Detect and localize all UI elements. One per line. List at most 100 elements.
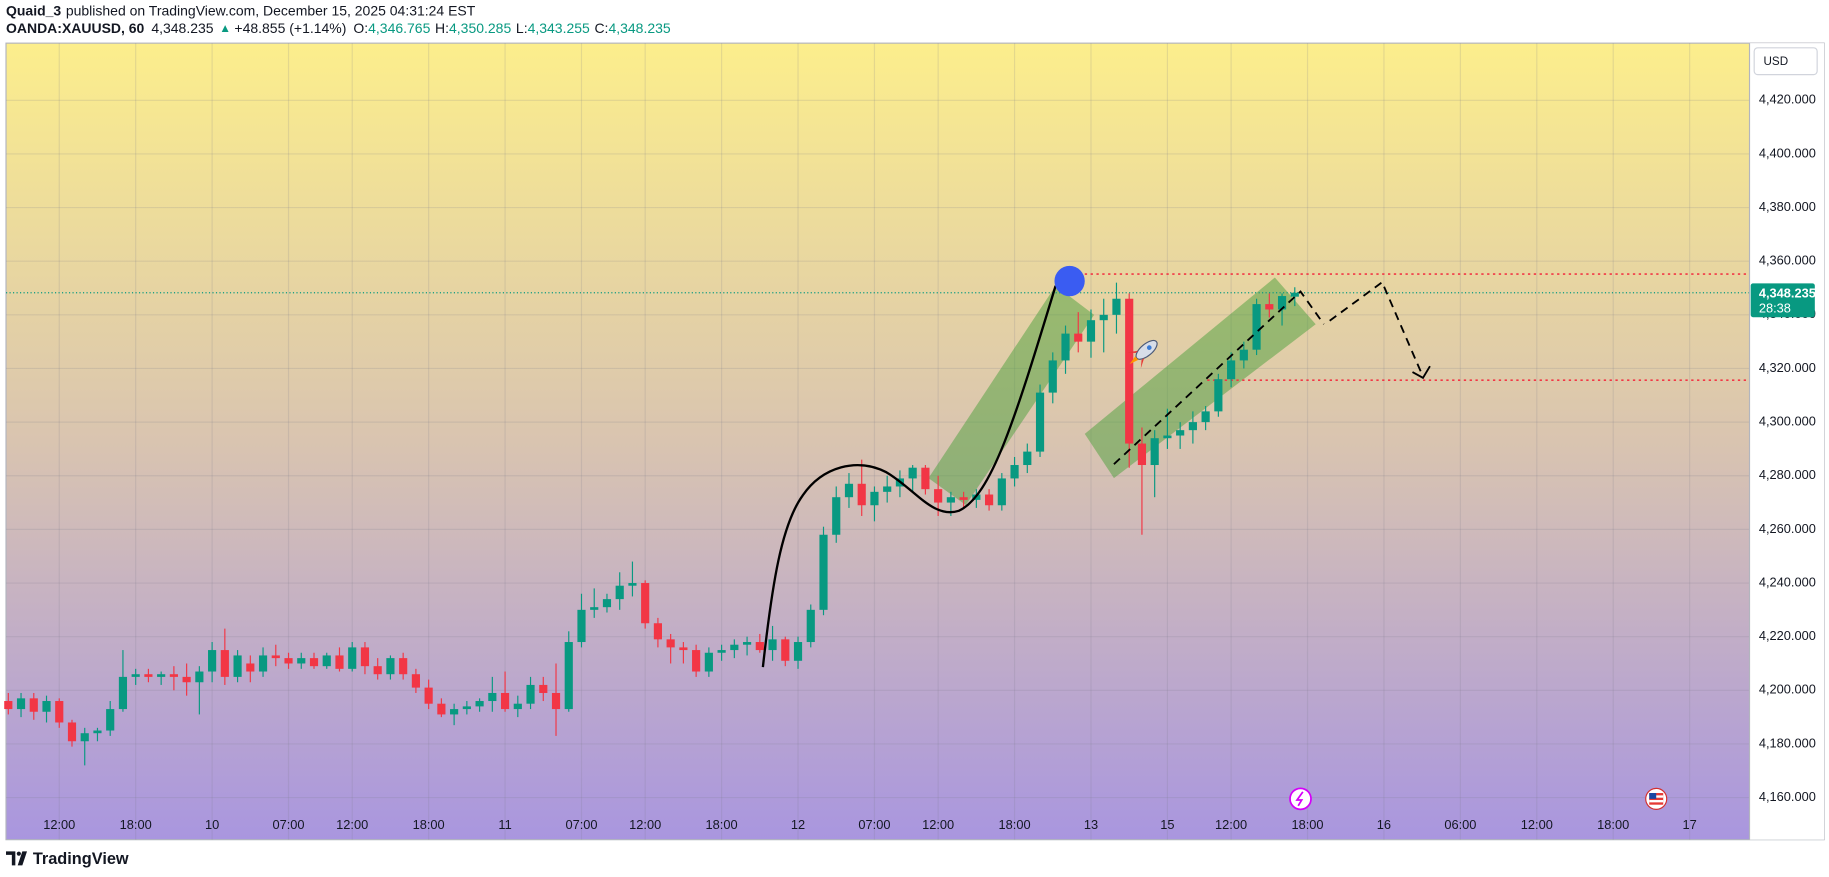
x-tick-label: 12:00 xyxy=(336,817,368,832)
brand: TradingView xyxy=(33,850,129,868)
x-tick-label: 18:00 xyxy=(1291,817,1323,832)
candle-body xyxy=(42,701,51,712)
y-tick-label: 4,180.000 xyxy=(1759,735,1816,750)
y-tick-label: 4,260.000 xyxy=(1759,521,1816,536)
candle-body xyxy=(666,639,675,648)
candle-body xyxy=(793,642,803,661)
candle-body xyxy=(1239,349,1248,361)
candle-body xyxy=(742,642,752,645)
x-tick-label: 16 xyxy=(1377,817,1391,832)
candle-body xyxy=(1252,304,1261,350)
candle-body xyxy=(908,467,917,479)
last-price-label: 4,348.235 xyxy=(1759,285,1816,300)
event-icon xyxy=(1289,787,1312,811)
legend-value: 4,348.235 xyxy=(608,20,670,36)
candle-body xyxy=(513,703,522,710)
y-tick-label: 4,420.000 xyxy=(1759,92,1816,107)
candle-body xyxy=(781,639,790,661)
candle-body xyxy=(1023,451,1032,466)
candle-body xyxy=(1265,304,1274,310)
y-tick-label: 4,220.000 xyxy=(1759,628,1816,643)
candle-body xyxy=(590,607,599,610)
candle-body xyxy=(1176,430,1185,436)
legend-value: 4,343.255 xyxy=(528,20,590,36)
candle-body xyxy=(1214,379,1223,412)
legend-value: 4,346.765 xyxy=(368,20,430,36)
candle-body xyxy=(169,674,178,677)
candle-body xyxy=(462,706,471,710)
marker-circle xyxy=(1054,265,1085,297)
y-tick-label: 4,160.000 xyxy=(1759,789,1816,804)
x-tick-label: 12:00 xyxy=(43,817,75,832)
candle-body xyxy=(233,655,242,677)
candle-body xyxy=(921,467,930,490)
y-tick-label: 4,400.000 xyxy=(1759,145,1816,160)
x-tick-label: 18:00 xyxy=(120,817,152,832)
candle-body xyxy=(679,647,688,651)
candle-body xyxy=(488,692,497,702)
candle-body xyxy=(373,666,382,675)
candle-body xyxy=(144,674,153,677)
candle-body xyxy=(1290,292,1299,297)
x-tick-label: 13 xyxy=(1084,817,1098,832)
candle-body xyxy=(717,650,726,653)
x-tick-label: 10 xyxy=(205,817,219,832)
y-tick-label: 4,380.000 xyxy=(1759,199,1816,214)
x-tick-label: 07:00 xyxy=(858,817,890,832)
candle-body xyxy=(322,655,331,667)
x-tick-label: 07:00 xyxy=(272,817,304,832)
y-tick-label: 4,360.000 xyxy=(1759,253,1816,268)
channel xyxy=(928,285,1095,505)
candle-body xyxy=(195,671,204,683)
candle-body xyxy=(258,655,268,672)
candle-body xyxy=(755,642,764,651)
brand-logo xyxy=(6,851,28,866)
candle-body xyxy=(67,722,77,742)
y-tick-label: 4,320.000 xyxy=(1759,360,1816,375)
candle-body xyxy=(157,674,166,677)
x-tick-label: 07:00 xyxy=(565,817,597,832)
event-icon xyxy=(1645,787,1668,810)
candle-body xyxy=(500,692,510,710)
author: Quaid_3 xyxy=(6,2,61,18)
candle-body xyxy=(1227,360,1236,380)
curve xyxy=(761,285,1057,668)
last-price-box xyxy=(1750,283,1815,318)
candle-body xyxy=(386,658,395,675)
candle-body xyxy=(883,486,892,492)
up-arrow: ▲ xyxy=(219,22,231,35)
candle-body xyxy=(16,698,26,710)
candle-body xyxy=(844,483,854,498)
x-tick-label: 12:00 xyxy=(1521,817,1553,832)
countdown: 28:38 xyxy=(1759,300,1791,315)
change: +48.855 (+1.14%) xyxy=(234,20,346,36)
candle-body xyxy=(819,534,828,610)
currency: USD xyxy=(1764,55,1789,68)
candle-body xyxy=(551,692,561,710)
candle-body xyxy=(934,489,943,503)
candle-body xyxy=(1061,333,1070,361)
candle-body xyxy=(628,583,637,586)
candle-body xyxy=(653,623,662,640)
candle-body xyxy=(1048,360,1057,393)
candle-body xyxy=(411,674,420,688)
legend-line: OANDA:XAUUSD, 60 4,348.235 ▲ +48.855 (+1.14… xyxy=(6,20,671,36)
candle-body xyxy=(1099,314,1108,321)
legend-name: C: xyxy=(594,20,608,36)
candle-body xyxy=(526,684,535,704)
candle-body xyxy=(399,658,408,675)
candle-body xyxy=(1201,411,1210,423)
published: published on TradingView.com, December 1… xyxy=(66,2,476,18)
header: Quaid_3 published on TradingView.com, Dec… xyxy=(6,2,671,35)
candle-body xyxy=(704,652,713,672)
symbol: OANDA:XAUUSD, 60 xyxy=(6,20,145,36)
x-tick-label: 18:00 xyxy=(706,817,738,832)
candle-body xyxy=(309,658,319,667)
candle-body xyxy=(857,483,866,506)
candle-body xyxy=(450,709,459,715)
candle-body xyxy=(806,609,815,643)
candle-body xyxy=(539,684,548,693)
legend-name: H: xyxy=(435,20,449,36)
candle-body xyxy=(1074,333,1083,342)
candle-body xyxy=(641,583,650,624)
